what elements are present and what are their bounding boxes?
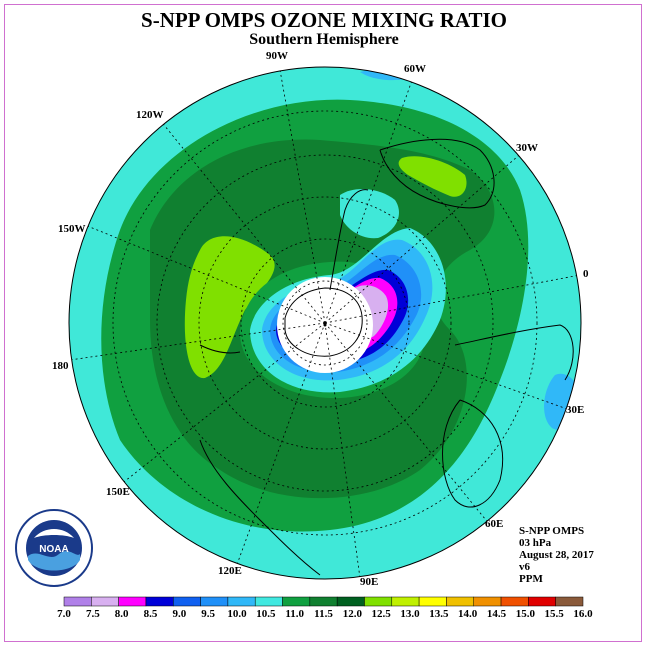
colorbar-tick-label: 7.5 xyxy=(85,608,100,620)
colorbar-tick-label: 12.0 xyxy=(342,608,362,620)
field-11-patch-peninsula xyxy=(340,188,399,239)
colorbar-tick-label: 9.5 xyxy=(201,608,216,620)
info-block: S-NPP OMPS 03 hPa August 28, 2017 v6 PPM xyxy=(519,525,594,585)
colorbar-swatch xyxy=(282,596,311,607)
colorbar-tick-label: 8.5 xyxy=(143,608,158,620)
map-outline xyxy=(68,66,582,580)
colorbar-tick-label: 14.5 xyxy=(486,608,507,620)
lon-label-120e: 120E xyxy=(218,565,242,577)
lon-label-60e: 60E xyxy=(485,518,504,530)
lon-label-150w: 150W xyxy=(58,223,86,235)
colorbar-swatch xyxy=(418,596,447,607)
colorbar-tick-label: 15.0 xyxy=(515,608,535,620)
colorbar-tick-label: 15.5 xyxy=(544,608,564,620)
colorbar-swatch xyxy=(200,596,229,607)
lon-label-0: 0 xyxy=(583,268,589,280)
colorbar-tick-label: 10.5 xyxy=(256,608,276,620)
colorbar-swatch xyxy=(473,596,502,607)
colorbar-swatch xyxy=(446,596,474,607)
noaa-logo: NOAA xyxy=(15,509,93,587)
map-title: S-NPP OMPS OZONE MIXING RATIO xyxy=(141,8,507,32)
colorbar-tick-label: 9.0 xyxy=(172,608,187,620)
colorbar-swatch xyxy=(309,596,338,607)
colorbar-tick-label: 14.0 xyxy=(458,608,478,620)
colorbar-swatch xyxy=(254,596,283,607)
pole-dot xyxy=(323,323,327,327)
lon-label-180: 180 xyxy=(52,360,69,372)
colorbar-swatch xyxy=(63,596,92,607)
figure-frame xyxy=(4,4,642,642)
colorbar-swatch xyxy=(336,596,365,607)
colorbar-tick-label: 11.0 xyxy=(285,608,304,620)
colorbar-tick-label: 13.5 xyxy=(429,608,449,620)
field-12p5-patch-west xyxy=(184,236,275,379)
colorbar-tick-label: 12.5 xyxy=(371,608,391,620)
colorbar-swatch xyxy=(500,596,529,607)
lon-label-90w: 90W xyxy=(266,50,288,62)
lon-label-30w: 30W xyxy=(516,142,538,154)
colorbar-swatch xyxy=(173,596,201,607)
info-level: 03 hPa xyxy=(519,537,552,549)
colorbar-tick-label: 16.0 xyxy=(573,608,593,620)
colorbar-swatch xyxy=(91,596,119,607)
colorbar-swatch xyxy=(118,596,147,607)
info-version: v6 xyxy=(519,561,530,573)
lon-label-30e: 30E xyxy=(566,404,585,416)
colorbar-swatch xyxy=(391,596,420,607)
colorbar-swatch xyxy=(528,596,556,607)
field-12p5-patch-north xyxy=(398,156,467,197)
lon-label-150e: 150E xyxy=(106,486,130,498)
graticule xyxy=(69,69,581,579)
colorbar-tick-label: 7.0 xyxy=(57,608,71,620)
info-instrument: S-NPP OMPS xyxy=(519,525,585,537)
lon-label-60w: 60W xyxy=(404,63,426,75)
info-date: August 28, 2017 xyxy=(519,549,594,561)
colorbar-tick-label: 11.5 xyxy=(314,608,333,620)
lon-label-120w: 120W xyxy=(136,109,164,121)
colorbar-swatch xyxy=(145,596,174,607)
colorbar-tick-label: 8.0 xyxy=(114,608,129,620)
map-subtitle: Southern Hemisphere xyxy=(249,31,399,48)
info-units: PPM xyxy=(519,573,543,585)
noaa-logo-text: NOAA xyxy=(39,544,68,555)
colorbar-swatch xyxy=(227,596,256,607)
colorbar-swatch xyxy=(364,596,393,607)
colorbar-tick-label: 13.0 xyxy=(400,608,420,620)
colorbar-swatch xyxy=(555,596,584,607)
lon-label-90e: 90E xyxy=(360,576,379,588)
colorbar-tick-label: 10.0 xyxy=(227,608,247,620)
